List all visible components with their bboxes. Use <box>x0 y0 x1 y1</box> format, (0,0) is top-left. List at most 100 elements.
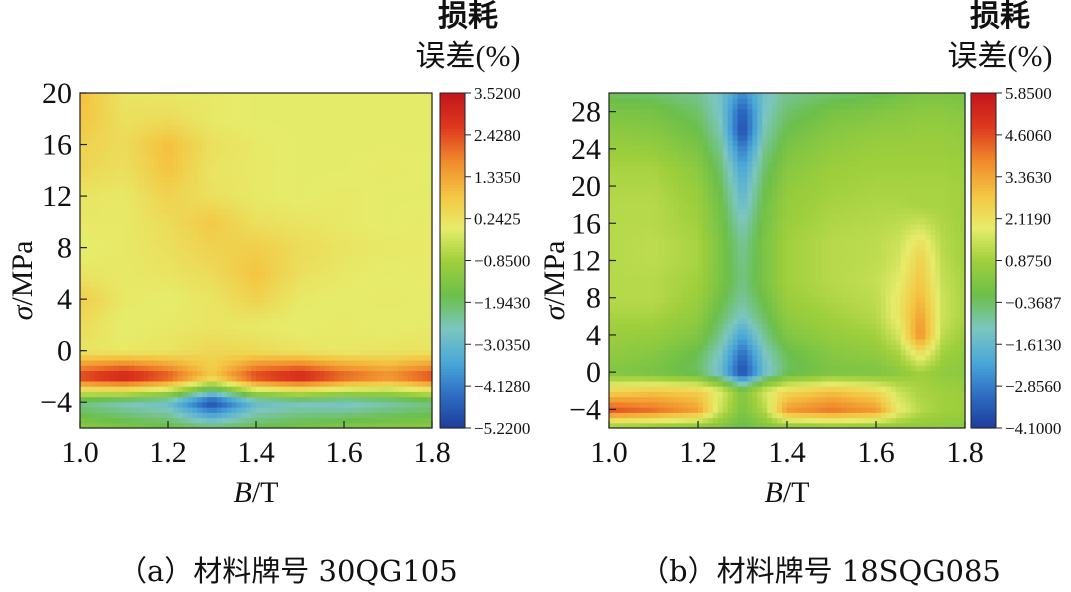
heatmap-cell <box>226 108 233 115</box>
heatmap-cell <box>265 213 272 220</box>
heatmap-cell <box>270 276 277 283</box>
heatmap-cell <box>124 422 130 429</box>
heatmap-cell <box>417 150 423 157</box>
heatmap-cell <box>417 103 423 110</box>
heatmap-cell <box>295 417 301 424</box>
heatmap-cell <box>221 250 228 256</box>
heatmap-cell <box>99 312 106 319</box>
heatmap-cell <box>197 119 203 125</box>
heatmap-cell <box>197 375 203 382</box>
heatmap-cell <box>270 197 277 204</box>
heatmap-cell <box>270 119 277 125</box>
heatmap-cell <box>304 223 311 230</box>
heatmap-cell <box>202 265 208 272</box>
heatmap-cell <box>613 391 620 398</box>
heatmap-cell <box>256 276 262 283</box>
heatmap-cell <box>270 244 277 251</box>
heatmap-cell <box>168 113 174 120</box>
heatmap-cell <box>109 417 115 424</box>
heatmap-cell <box>148 333 154 340</box>
heatmap-cell <box>397 119 404 125</box>
heatmap-cell <box>314 255 321 262</box>
heatmap-cell <box>324 161 330 167</box>
heatmap-cell <box>246 339 252 345</box>
heatmap-cell <box>368 223 374 230</box>
heatmap-cell <box>353 344 360 351</box>
heatmap-cell <box>427 145 433 152</box>
heatmap-cell <box>314 150 321 157</box>
heatmap-cell <box>84 208 91 214</box>
heatmap-cell <box>241 223 247 230</box>
heatmap-cell <box>104 286 110 293</box>
heatmap-cell <box>407 93 414 99</box>
heatmap-cell <box>241 365 247 372</box>
colorbar-step <box>440 137 465 142</box>
heatmap-cell <box>402 98 409 105</box>
heatmap-cell <box>251 307 257 314</box>
heatmap-cell <box>212 370 218 377</box>
heatmap-cell <box>163 281 169 288</box>
heatmap-cell <box>241 150 247 157</box>
heatmap-cell <box>143 187 150 194</box>
heatmap-cell <box>192 354 198 361</box>
heatmap-cell <box>334 103 340 110</box>
heatmap-cell <box>358 103 365 110</box>
heatmap-cell <box>89 187 96 194</box>
colorbar-step <box>440 380 465 384</box>
heatmap-cell <box>368 412 374 419</box>
heatmap-cell <box>348 192 355 199</box>
heatmap-cell <box>177 422 184 429</box>
heatmap-cell <box>104 234 110 241</box>
heatmap-cell <box>163 98 169 105</box>
heatmap-cell <box>80 213 86 220</box>
heatmap-cell <box>295 333 301 340</box>
heatmap-cell <box>148 370 154 377</box>
heatmap-cell <box>148 323 154 330</box>
heatmap-cell <box>236 229 242 235</box>
heatmap-cell <box>251 176 257 183</box>
heatmap-cell <box>163 307 169 314</box>
heatmap-cell <box>383 354 389 361</box>
heatmap-cell <box>84 150 91 157</box>
heatmap-cell <box>280 312 286 319</box>
heatmap-cell <box>339 197 345 204</box>
heatmap-cell <box>285 297 291 303</box>
heatmap-cell <box>417 391 423 398</box>
heatmap-cell <box>89 417 96 424</box>
colorbar-step <box>440 201 465 206</box>
heatmap-cell <box>319 218 326 225</box>
heatmap-cell <box>84 155 91 162</box>
heatmap-cell <box>99 396 106 403</box>
heatmap-cell <box>124 380 130 387</box>
heatmap-cell <box>290 281 296 288</box>
heatmap-cell <box>124 291 130 298</box>
heatmap-cell <box>358 98 365 105</box>
heatmap-cell <box>236 250 242 256</box>
heatmap-cell <box>109 176 115 183</box>
heatmap-cell <box>124 281 130 288</box>
heatmap-cell <box>275 401 282 408</box>
heatmap-cell <box>300 260 306 267</box>
heatmap-cell <box>221 417 228 424</box>
heatmap-cell <box>280 161 286 167</box>
heatmap-cell <box>119 417 125 424</box>
heatmap-cell <box>133 276 140 283</box>
heatmap-cell <box>207 145 213 152</box>
heatmap-cell <box>128 417 135 424</box>
heatmap-cell <box>163 129 169 136</box>
heatmap-cell <box>94 407 101 413</box>
heatmap-cell <box>295 354 301 361</box>
heatmap-cell <box>153 323 159 330</box>
heatmap-cell <box>153 250 159 256</box>
heatmap-cell <box>402 396 409 403</box>
heatmap-cell <box>143 124 150 131</box>
heatmap-cell <box>163 354 169 361</box>
heatmap-cell <box>378 218 384 225</box>
heatmap-cell <box>368 281 374 288</box>
heatmap-cell <box>221 323 228 330</box>
heatmap-cell <box>265 380 272 387</box>
heatmap-cell <box>402 328 409 335</box>
heatmap-cell <box>202 359 208 366</box>
heatmap-cell <box>251 145 257 152</box>
heatmap-cell <box>133 229 140 235</box>
